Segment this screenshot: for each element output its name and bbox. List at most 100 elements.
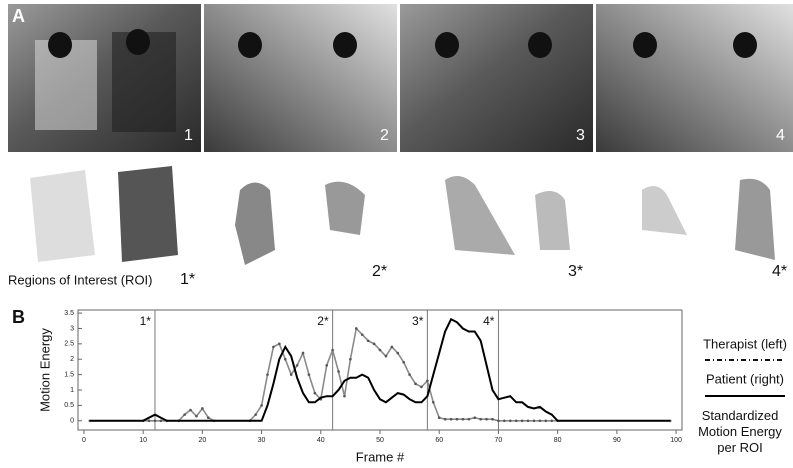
series-point [373,343,376,346]
series-point [260,404,263,407]
x-tick-label: 70 [495,437,503,444]
series-point [308,373,311,376]
roi-label: 4* [772,263,787,280]
series-point [284,358,287,361]
series-point [302,352,305,355]
series-point [148,419,151,422]
series-point [396,352,399,355]
legend-label: Therapist (left) [703,336,787,351]
photo [596,4,793,152]
series-line [90,319,670,421]
series-point [420,386,423,389]
series-point [539,419,542,422]
x-tick-label: 50 [376,437,384,444]
series-point [154,419,157,422]
series-point [278,343,281,346]
frame-number: 3 [576,127,585,144]
series-line [90,329,670,421]
series-point [438,416,441,419]
series-point [296,364,299,367]
roi-label: 1* [180,271,195,288]
series-point [491,418,494,421]
series-point [254,413,257,416]
series-point [473,416,476,419]
series-point [550,419,553,422]
frame-number: 1 [184,127,193,144]
panel-label: A [12,6,25,26]
series-point [479,418,482,421]
series-point [515,419,518,422]
x-tick-label: 40 [317,437,325,444]
series-point [385,355,388,358]
series-point [367,339,370,342]
frame-number: 2 [380,127,389,144]
series-point [361,333,364,336]
y-tick-label: 2.5 [64,341,74,348]
series-point [272,346,275,349]
event-label: 2* [317,314,329,328]
series-point [391,346,394,349]
photo [204,4,397,152]
series-point [456,418,459,421]
series-point [432,401,435,404]
series-point [189,409,192,412]
roi-label: 2* [372,263,387,280]
page: { "panel_a": {"label": "A", "frames": ["… [0,0,793,468]
series-point [314,392,317,395]
series-point [402,361,405,364]
series-point [426,379,429,382]
series-point [450,418,453,421]
series-point [485,418,488,421]
y-axis-label: Motion Energy [37,328,52,412]
series-point [414,383,417,386]
x-tick-label: 60 [435,437,443,444]
series-point [408,373,411,376]
y-tick-label: 2 [70,356,74,363]
series-point [444,418,447,421]
series-point [533,419,536,422]
series-point [266,373,269,376]
series-point [195,415,198,418]
series-point [343,395,346,398]
roi-caption: Regions of Interest (ROI) [8,272,153,287]
series-point [497,419,500,422]
y-tick-label: 0 [70,418,74,425]
x-tick-label: 100 [670,437,682,444]
series-point [207,416,210,419]
panel-label: B [12,307,25,327]
plot-frame [78,310,682,430]
legend-note: Standardized Motion Energy per ROI [690,408,790,456]
y-tick-label: 1 [70,387,74,394]
legend-label: Patient (right) [706,371,784,386]
series-point [509,419,512,422]
event-label: 3* [412,314,424,328]
series-point [462,418,465,421]
photo [400,4,593,152]
series-point [521,419,524,422]
x-tick-label: 10 [139,437,147,444]
x-tick-label: 30 [258,437,266,444]
y-tick-label: 3.5 [64,310,74,317]
roi-silhouettes [30,166,775,265]
series-point [527,419,530,422]
figure: A 1 2 3 4 Regions of Interest (ROI) 1* 2… [0,0,793,468]
x-tick-label: 90 [613,437,621,444]
event-label: 4* [483,314,495,328]
y-tick-label: 0.5 [64,402,74,409]
series-point [331,349,334,352]
series-point [545,419,548,422]
y-tick-label: 1.5 [64,371,74,378]
photo-strip [8,4,793,152]
series-point [355,327,358,330]
series-point [349,358,352,361]
roi-label: 3* [568,263,583,280]
x-tick-label: 0 [82,437,86,444]
series-point [468,418,471,421]
event-label: 1* [140,314,152,328]
series-point [325,364,328,367]
frame-number: 4 [776,127,785,144]
y-tick-label: 3 [70,325,74,332]
series-point [290,373,293,376]
x-axis-label: Frame # [356,449,405,464]
